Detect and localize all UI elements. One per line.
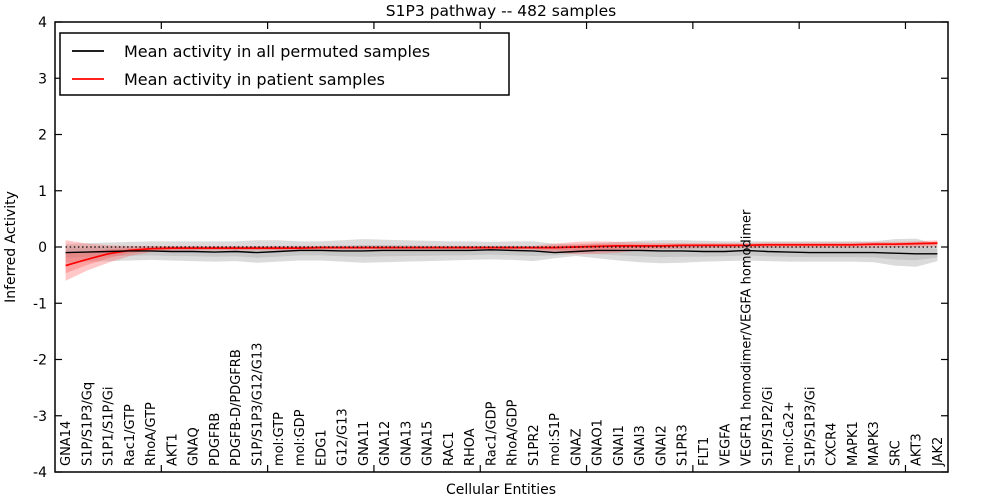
x-category-label: mol:GDP [293, 409, 308, 466]
y-tick-label: -4 [33, 465, 47, 481]
x-category-label: GNAI2 [655, 425, 670, 466]
x-category-label: S1PR3 [676, 424, 691, 466]
x-category-label: S1P/S1P2/Gi [761, 387, 776, 466]
permuted-mean-line [65, 249, 938, 255]
chart-title: S1P3 pathway -- 482 samples [386, 2, 616, 20]
x-category-label: S1P1/S1P/Gi [102, 387, 117, 466]
x-category-label: GNAQ [187, 427, 202, 466]
x-category-label: S1PR2 [527, 424, 542, 466]
x-category-label: S1P/S1P3/G12/G13 [251, 343, 266, 466]
x-category-label: MAPK1 [846, 421, 861, 466]
x-category-label: JAK2 [931, 437, 946, 467]
x-category-label: Rac1/GDP [484, 401, 499, 466]
x-category-label: MAPK3 [867, 421, 882, 466]
y-axis-label: Inferred Activity [3, 191, 19, 303]
x-category-label: RAC1 [442, 431, 457, 466]
x-category-label: S1P/S1P3/Gq [80, 382, 95, 466]
x-category-label: VEGFR1 homodimer/VEGFA homodimer [740, 209, 755, 466]
x-axis-label: Cellular Entities [446, 482, 556, 498]
y-tick-label: -1 [33, 296, 47, 312]
x-category-label: GNAI1 [612, 425, 627, 466]
y-tick-label: 0 [38, 240, 47, 256]
x-category-labels: GNA14 S1P/S1P3/Gq S1P1/S1P/Gi Rac1/GTP RhoA/… [59, 209, 946, 467]
x-category-label: S1P/S1P3/Gi [803, 387, 818, 466]
x-category-label: GNA12 [378, 421, 393, 466]
x-category-label: GNA11 [357, 421, 372, 466]
x-category-label: mol:S1P [548, 413, 563, 466]
y-tick-label: 1 [38, 184, 47, 200]
x-category-label: GNA15 [421, 421, 436, 466]
y-tick-label: 3 [38, 71, 47, 87]
x-category-label: GNAO1 [591, 419, 606, 466]
x-category-label: FLT1 [697, 437, 712, 466]
x-category-label: RHOA [463, 428, 478, 466]
x-category-label: GNAI3 [633, 425, 648, 466]
x-category-label: GNAZ [569, 428, 584, 466]
x-category-label: EDG1 [314, 429, 329, 466]
x-category-label: CXCR4 [825, 423, 840, 466]
x-category-label: mol:Ca2+ [782, 401, 797, 466]
x-category-label: mol:GTP [272, 412, 287, 466]
x-category-label: AKT1 [165, 433, 180, 466]
legend-label-patient-samples: Mean activity in patient samples [124, 70, 385, 89]
x-category-label: AKT3 [910, 433, 925, 466]
y-tick-label: -2 [33, 353, 47, 369]
axis-ticks [55, 21, 948, 473]
x-category-label: SRC [888, 440, 903, 466]
x-category-label: PDGFB-D/PDGFRB [229, 349, 244, 466]
x-category-label: G12/G13 [336, 408, 351, 466]
y-tick-label: -3 [33, 409, 47, 425]
x-category-label: GNA13 [399, 421, 414, 466]
x-category-label: VEGFA [718, 424, 733, 466]
y-tick-label: 2 [38, 128, 47, 144]
y-tick-label: 4 [38, 15, 47, 31]
legend: Mean activity in all permuted samples Me… [59, 32, 510, 96]
legend-box [59, 32, 510, 96]
x-category-label: RhoA/GDP [506, 399, 521, 466]
y-tick-labels: 4 3 2 1 0 -1 -2 -3 -4 [33, 15, 47, 481]
x-category-label: Rac1/GTP [123, 404, 138, 466]
x-category-label: RhoA/GTP [144, 402, 159, 466]
x-category-label: GNA14 [59, 421, 74, 466]
legend-label-permuted-samples: Mean activity in all permuted samples [124, 42, 430, 61]
x-category-label: PDGFRB [208, 413, 223, 466]
